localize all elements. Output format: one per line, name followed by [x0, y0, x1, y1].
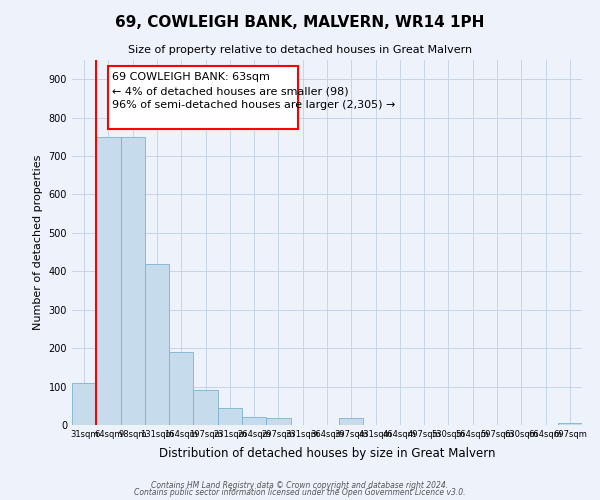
Text: Contains public sector information licensed under the Open Government Licence v3: Contains public sector information licen…	[134, 488, 466, 497]
Text: Contains HM Land Registry data © Crown copyright and database right 2024.: Contains HM Land Registry data © Crown c…	[151, 480, 449, 490]
Text: 69 COWLEIGH BANK: 63sqm: 69 COWLEIGH BANK: 63sqm	[112, 72, 270, 82]
Bar	[558, 423, 582, 425]
Bar	[145, 264, 169, 425]
Text: 69, COWLEIGH BANK, MALVERN, WR14 1PH: 69, COWLEIGH BANK, MALVERN, WR14 1PH	[115, 15, 485, 30]
X-axis label: Distribution of detached houses by size in Great Malvern: Distribution of detached houses by size …	[159, 447, 495, 460]
Y-axis label: Number of detached properties: Number of detached properties	[33, 155, 43, 330]
Bar	[121, 137, 145, 425]
FancyBboxPatch shape	[109, 66, 298, 129]
Bar	[266, 418, 290, 425]
Bar	[96, 137, 121, 425]
Bar	[72, 382, 96, 425]
Bar	[339, 418, 364, 425]
Text: ← 4% of detached houses are smaller (98): ← 4% of detached houses are smaller (98)	[112, 87, 349, 97]
Text: 96% of semi-detached houses are larger (2,305) →: 96% of semi-detached houses are larger (…	[112, 100, 395, 110]
Bar	[169, 352, 193, 425]
Text: Size of property relative to detached houses in Great Malvern: Size of property relative to detached ho…	[128, 45, 472, 55]
Bar	[193, 390, 218, 425]
Bar	[242, 416, 266, 425]
Bar	[218, 408, 242, 425]
